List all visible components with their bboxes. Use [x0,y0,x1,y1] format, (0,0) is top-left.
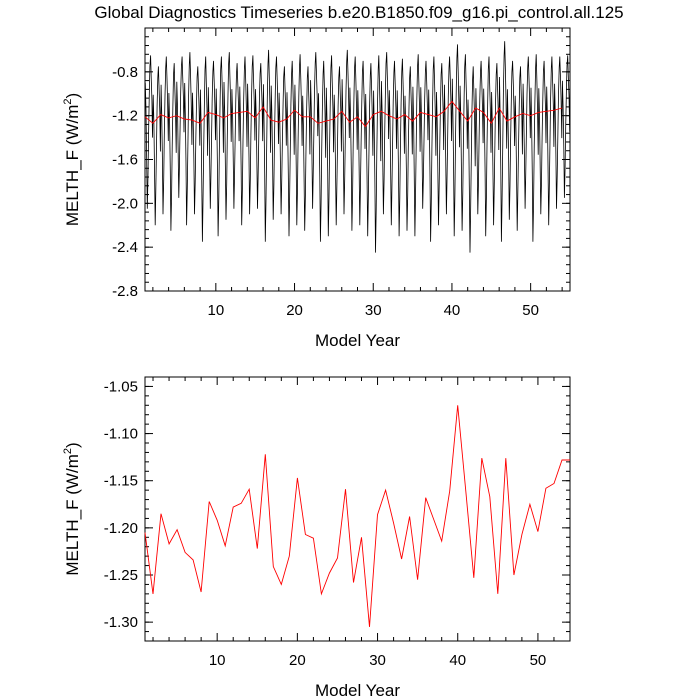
top-axis-ticks: 10 20 30 40 50 -2.8 -2.4 -2.0 -1.6 -1.2 -0.8 [112,27,570,319]
y-tick-label: -1.25 [104,567,138,584]
top-y-axis-label: MELTH_F (W/m2) [62,93,82,226]
y-tick-label: -1.05 [104,378,138,395]
y-tick-label: -2.8 [112,283,138,300]
chart-title: Global Diagnostics Timeseries b.e20.B185… [94,3,623,22]
x-tick-label: 50 [522,302,539,319]
bottom-axis-ticks: 10 20 30 40 50 -1.30 -1.25 -1.20 -1.15 -1.10 -1.05 [104,376,571,669]
y-tick-label: -1.15 [104,473,138,490]
y-tick-label: -2.4 [112,239,138,256]
x-tick-label: 30 [365,302,382,319]
y-tick-label: -2.0 [112,195,138,212]
top-x-axis-label: Model Year [315,331,400,350]
top-series [144,41,571,253]
y-tick-label: -1.2 [112,108,138,125]
x-tick-label: 40 [444,302,461,319]
bottom-panel: 10 20 30 40 50 -1.30 -1.25 -1.20 -1.15 -1.10 -1.05… [62,376,571,700]
y-tick-label: -1.10 [104,426,138,443]
x-tick-label: 40 [449,652,466,669]
y-tick-label: -1.6 [112,152,138,169]
x-tick-label: 20 [289,652,306,669]
annual-mean-series-line [144,100,563,128]
x-tick-label: 50 [530,652,547,669]
monthly-series-line [144,41,571,253]
bottom-series [144,405,570,627]
annual-mean-series-line [144,405,570,627]
x-tick-label: 10 [207,302,224,319]
y-tick-label: -0.8 [112,64,138,81]
bottom-x-axis-label: Model Year [315,681,400,700]
top-plot-frame [144,27,571,292]
x-tick-label: 10 [209,652,226,669]
top-panel: 10 20 30 40 50 -2.8 -2.4 -2.0 -1.6 -1.2 -0.8 Model… [62,27,571,350]
bottom-y-axis-label: MELTH_F (W/m2) [62,442,82,575]
y-tick-label: -1.20 [104,520,138,537]
y-tick-label: -1.30 [104,614,138,631]
x-tick-label: 30 [369,652,386,669]
x-tick-label: 20 [286,302,303,319]
